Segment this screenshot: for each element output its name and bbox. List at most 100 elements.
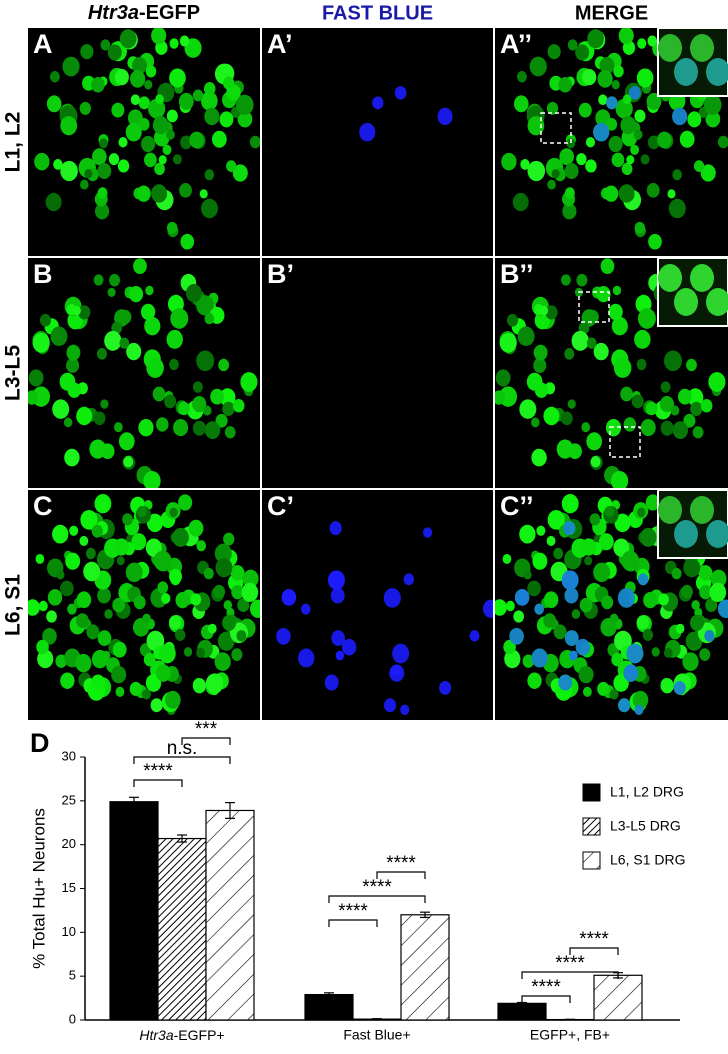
gfp-cell	[604, 186, 618, 202]
gfp-cell	[632, 394, 644, 408]
gfp-cell	[109, 153, 119, 165]
gfp-cell	[612, 153, 625, 168]
gfp-cell	[141, 136, 155, 152]
gfp-cell	[518, 327, 535, 346]
gfp-cell	[173, 154, 182, 164]
gfp-cell	[40, 314, 51, 327]
fb-cell	[282, 589, 296, 606]
gfp-cell	[527, 373, 543, 391]
gfp-cell	[169, 615, 181, 629]
gfp-cell	[157, 581, 168, 593]
gfp-cell	[693, 426, 704, 438]
gfp-cell	[548, 44, 561, 59]
gfp-cell	[39, 601, 48, 611]
gfp-cell	[210, 389, 224, 405]
gfp-cell	[614, 358, 632, 378]
gfp-cell	[143, 471, 160, 491]
gfp-cell	[193, 678, 206, 693]
gfp-cell	[100, 501, 108, 510]
y-tick-label: 30	[62, 748, 76, 763]
gfp-cell	[575, 44, 589, 60]
panel-label: B’	[267, 259, 294, 289]
gfp-cell	[222, 402, 234, 416]
gfp-cell	[129, 286, 143, 302]
gfp-cell	[680, 131, 695, 148]
significance-label: ****	[362, 877, 392, 898]
gfp-cell	[640, 528, 657, 547]
fb-cell	[439, 681, 451, 695]
gfp-cell	[236, 95, 254, 115]
inset-cell	[674, 288, 698, 316]
gfp-cell	[169, 569, 182, 584]
gfp-cell	[503, 554, 512, 564]
gfp-cell	[565, 163, 579, 179]
fb-cell	[674, 681, 686, 695]
gfp-cell	[561, 274, 571, 285]
fb-cell	[336, 651, 344, 661]
gfp-cell	[543, 407, 559, 425]
fb-cell	[400, 705, 409, 715]
bar	[594, 975, 642, 1020]
inset-cell	[658, 34, 682, 62]
gfp-cell	[683, 558, 700, 577]
bar	[305, 995, 353, 1020]
fb-cell	[593, 123, 609, 142]
gfp-cell	[64, 449, 79, 467]
gfp-cell	[169, 359, 179, 370]
gfp-cell	[92, 525, 103, 538]
gfp-cell	[179, 183, 192, 198]
gfp-cell	[241, 583, 258, 602]
gfp-cell	[500, 333, 517, 353]
fb-cell	[623, 665, 638, 682]
gfp-cell	[114, 538, 129, 555]
gfp-cell	[225, 426, 236, 438]
significance-label: ****	[531, 977, 561, 998]
gfp-cell	[172, 528, 189, 547]
gfp-cell	[178, 402, 190, 415]
gfp-cell	[568, 399, 576, 408]
gfp-cell	[50, 71, 60, 82]
gfp-cell	[581, 538, 596, 555]
micrograph	[262, 28, 493, 256]
gfp-cell	[601, 596, 613, 610]
gfp-cell	[514, 95, 529, 112]
fb-cell	[423, 527, 432, 538]
gfp-cell	[672, 568, 682, 579]
column-header: MERGE	[575, 2, 648, 24]
gfp-cell	[159, 644, 176, 664]
x-tick-label: EGFP+, FB+	[530, 1027, 610, 1043]
gfp-cell	[619, 184, 635, 202]
gfp-cell	[161, 593, 170, 604]
gfp-cell	[565, 187, 575, 199]
column-header: FAST BLUE	[322, 2, 433, 24]
gfp-cell	[123, 456, 133, 467]
gfp-cell	[115, 69, 129, 85]
inset-cell	[674, 520, 698, 548]
significance-label: ****	[555, 953, 585, 974]
gfp-cell	[212, 131, 227, 148]
gfp-cell	[637, 359, 647, 370]
gfp-cell	[704, 95, 722, 115]
fb-cell	[564, 588, 578, 604]
gfp-cell	[84, 169, 92, 178]
gfp-cell	[671, 405, 680, 415]
fb-cell	[626, 644, 643, 664]
gfp-cell	[620, 387, 633, 402]
gfp-cell	[492, 599, 506, 616]
gfp-cell	[708, 372, 725, 392]
gfp-cell	[33, 333, 50, 353]
gfp-cell	[559, 148, 574, 165]
gfp-cell	[111, 103, 124, 118]
significance-label: ****	[143, 761, 173, 782]
fb-cell	[372, 96, 383, 109]
gfp-cell	[167, 110, 178, 123]
gfp-cell	[184, 647, 192, 656]
gfp-cell	[104, 331, 121, 351]
gfp-cell	[579, 666, 594, 683]
fb-cell	[565, 630, 579, 646]
gfp-cell	[554, 624, 567, 639]
y-tick-label: 10	[62, 924, 76, 939]
gfp-cell	[597, 682, 609, 696]
gfp-cell	[611, 471, 628, 491]
